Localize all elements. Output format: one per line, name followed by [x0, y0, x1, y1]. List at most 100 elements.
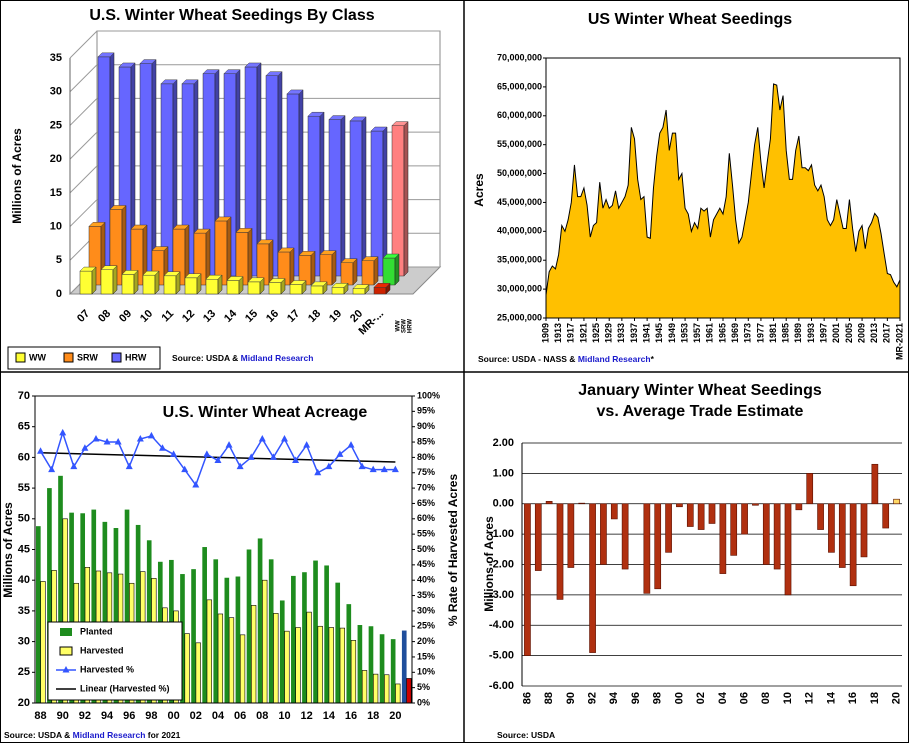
- marker: [358, 462, 366, 470]
- bar: [806, 473, 814, 505]
- y2-tick-label: 10%: [417, 667, 435, 677]
- y-tick-label: -1.00: [489, 528, 514, 540]
- x-tick-label: 04: [717, 691, 729, 704]
- y-tick-label: -5.00: [489, 650, 514, 662]
- bar-top: [97, 52, 115, 58]
- bar-top: [349, 116, 367, 122]
- chart-title: U.S. Winter Wheat Seedings By Class: [89, 7, 374, 24]
- bar: [317, 625, 323, 704]
- y2-axis-label: % Rate of Harvested Acres: [446, 474, 460, 627]
- x-tick-label: 16: [345, 710, 357, 722]
- y-tick-label: 15: [50, 187, 62, 199]
- y-tick-label: 5: [56, 254, 62, 266]
- bar: [284, 630, 290, 704]
- bar-top: [391, 121, 409, 126]
- y-tick-label: 30,000,000: [497, 283, 542, 293]
- y2-tick-label: 95%: [417, 406, 435, 416]
- bar: [228, 617, 235, 704]
- x-tick-label: 1965: [717, 323, 727, 343]
- bar: [390, 639, 396, 703]
- marker: [37, 447, 45, 454]
- y-tick-label: 20: [18, 697, 30, 709]
- bar-top: [79, 266, 97, 272]
- bar-top: [265, 71, 283, 76]
- y-axis-label: Millions of Acres: [482, 516, 496, 612]
- y-tick-label: -3.00: [489, 589, 514, 601]
- bar: [361, 260, 375, 286]
- marker: [103, 438, 111, 445]
- marker: [247, 453, 255, 460]
- bar: [350, 640, 357, 704]
- x-tick-label: MR-2021: [894, 323, 904, 360]
- bar-top: [256, 239, 274, 245]
- legend-swatch: [59, 646, 73, 656]
- x-tick-label: 96: [630, 692, 642, 704]
- bar: [328, 627, 334, 704]
- marker: [303, 441, 311, 448]
- x-tick-label: 1973: [743, 323, 753, 343]
- bar: [279, 600, 285, 703]
- bar: [352, 288, 366, 295]
- marker: [236, 462, 244, 470]
- x-tick-label: 98: [652, 692, 664, 704]
- x-tick-label: 96: [123, 710, 135, 722]
- x-tick-label: 08: [760, 692, 772, 704]
- chart-title: January Winter Wheat Seedings: [578, 382, 822, 399]
- bar: [610, 503, 618, 520]
- bar: [142, 274, 156, 295]
- marker: [336, 450, 344, 457]
- y-tick-label: 60,000,000: [497, 110, 542, 120]
- x-tick-label: 1929: [604, 323, 614, 343]
- y2-tick-label: 5%: [417, 682, 430, 692]
- bar-side: [331, 250, 337, 286]
- y2-tick-label: 20%: [417, 636, 435, 646]
- bar: [357, 625, 363, 703]
- x-tick-label: 12: [301, 710, 313, 722]
- y-tick-label: 0: [56, 288, 62, 300]
- bar-side: [310, 250, 316, 286]
- source-part: Source: USDA - NASS &: [478, 354, 578, 364]
- x-tick-label: 2009: [856, 323, 866, 343]
- x-tick-label: 10: [278, 710, 290, 722]
- series-sublabel: HRW: [408, 319, 414, 334]
- bar-top: [382, 253, 400, 259]
- marker: [147, 431, 155, 439]
- x-tick-label: 14: [825, 691, 837, 704]
- y2-tick-label: 60%: [417, 513, 435, 523]
- legend: [7, 346, 161, 370]
- bar-side: [403, 121, 409, 277]
- marker: [280, 434, 288, 442]
- y-tick-label: 25,000,000: [497, 312, 542, 322]
- marker: [347, 441, 355, 448]
- area: [545, 83, 901, 319]
- bar: [654, 503, 662, 590]
- y-tick-label: 40: [18, 574, 30, 586]
- bar-top: [226, 276, 244, 281]
- y-tick-label: 55: [18, 482, 30, 494]
- bar: [302, 572, 307, 703]
- x-tick-label: 06: [234, 710, 246, 722]
- bar-top: [139, 59, 157, 64]
- bar: [730, 503, 738, 556]
- bar-top: [223, 69, 241, 74]
- legend-swatch: [15, 352, 26, 363]
- bar: [340, 262, 354, 286]
- bar: [213, 559, 219, 703]
- bar: [291, 575, 296, 703]
- bar: [289, 284, 303, 295]
- bar: [268, 282, 282, 295]
- bar-side: [340, 114, 346, 277]
- bar-top: [331, 283, 349, 288]
- bar: [268, 559, 274, 703]
- y-axis-label: Acres: [472, 173, 486, 207]
- x-tick-label: 2005: [844, 323, 854, 343]
- bar: [370, 130, 384, 277]
- y2-tick-label: 40%: [417, 575, 435, 585]
- x-tick-label: 20: [389, 710, 401, 722]
- bar-top: [214, 216, 232, 222]
- x-tick-label: 88: [543, 692, 555, 704]
- bar-top: [88, 222, 106, 227]
- bar: [324, 565, 329, 703]
- bar: [217, 613, 224, 704]
- marker: [225, 441, 233, 448]
